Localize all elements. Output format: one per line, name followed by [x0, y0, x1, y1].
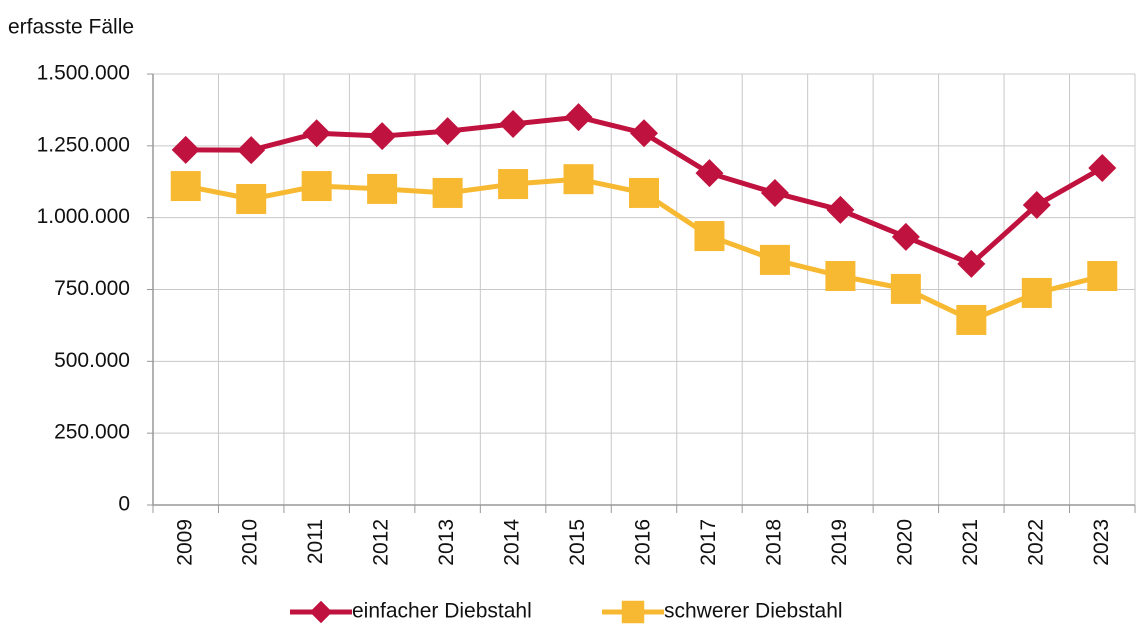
x-tick-label: 2015: [566, 519, 589, 566]
diamond-marker: [302, 119, 331, 148]
x-tick-label: 2016: [632, 519, 655, 566]
diamond-marker: [237, 136, 266, 165]
y-tick-label: 1.250.000: [37, 133, 130, 156]
y-tick-label: 0: [118, 493, 130, 516]
y-tick-label: 500.000: [54, 349, 130, 372]
diamond-marker: [695, 159, 724, 188]
x-tick-label: 2021: [959, 519, 982, 566]
x-tick-label: 2014: [501, 519, 524, 566]
legend-label: schwerer Diebstahl: [664, 600, 843, 623]
square-marker: [170, 171, 201, 202]
x-tick-label: 2023: [1090, 519, 1113, 566]
square-marker: [956, 304, 987, 335]
square-marker: [1021, 277, 1052, 308]
square-marker: [629, 177, 659, 208]
x-tick-label: 2009: [173, 519, 196, 566]
diamond-marker: [433, 117, 462, 146]
square-marker: [759, 244, 790, 275]
x-tick-label: 2013: [435, 519, 458, 566]
diamond-marker: [760, 178, 789, 207]
legend-marker: [309, 600, 333, 624]
y-axis-label: erfasste Fälle: [8, 16, 134, 39]
y-tick-label: 1.000.000: [37, 205, 130, 228]
square-marker: [563, 164, 594, 195]
square-marker: [890, 273, 921, 304]
square-marker: [498, 169, 529, 200]
diamond-marker: [171, 135, 200, 164]
x-tick-label: 2010: [239, 519, 262, 566]
x-tick-label: 2020: [893, 519, 916, 566]
legend-marker: [621, 600, 645, 624]
square-marker: [432, 177, 463, 208]
diamond-marker: [957, 249, 986, 278]
legend-label: einfacher Diebstahl: [352, 600, 532, 623]
x-tick-label: 2019: [828, 519, 851, 566]
diamond-marker: [630, 119, 658, 148]
diamond-marker: [891, 222, 920, 251]
diamond-marker: [499, 109, 528, 138]
y-tick-label: 1.500.000: [37, 62, 130, 85]
diamond-marker: [564, 103, 593, 132]
square-marker: [301, 171, 332, 202]
x-tick-label: 2011: [304, 519, 327, 564]
x-tick-label: 2022: [1024, 519, 1047, 566]
x-tick-label: 2018: [762, 519, 785, 566]
square-marker: [236, 183, 267, 214]
y-tick-label: 250.000: [54, 421, 130, 444]
x-tick-label: 2017: [697, 519, 720, 566]
square-marker: [825, 260, 856, 291]
diamond-marker: [1022, 191, 1051, 220]
x-tick-label: 2012: [370, 519, 393, 566]
diamond-marker: [1088, 153, 1117, 182]
square-marker: [694, 221, 725, 252]
square-marker: [1087, 260, 1118, 291]
diamond-marker: [826, 195, 855, 224]
diamond-marker: [368, 122, 397, 151]
square-marker: [367, 173, 398, 204]
y-tick-label: 750.000: [54, 277, 130, 300]
